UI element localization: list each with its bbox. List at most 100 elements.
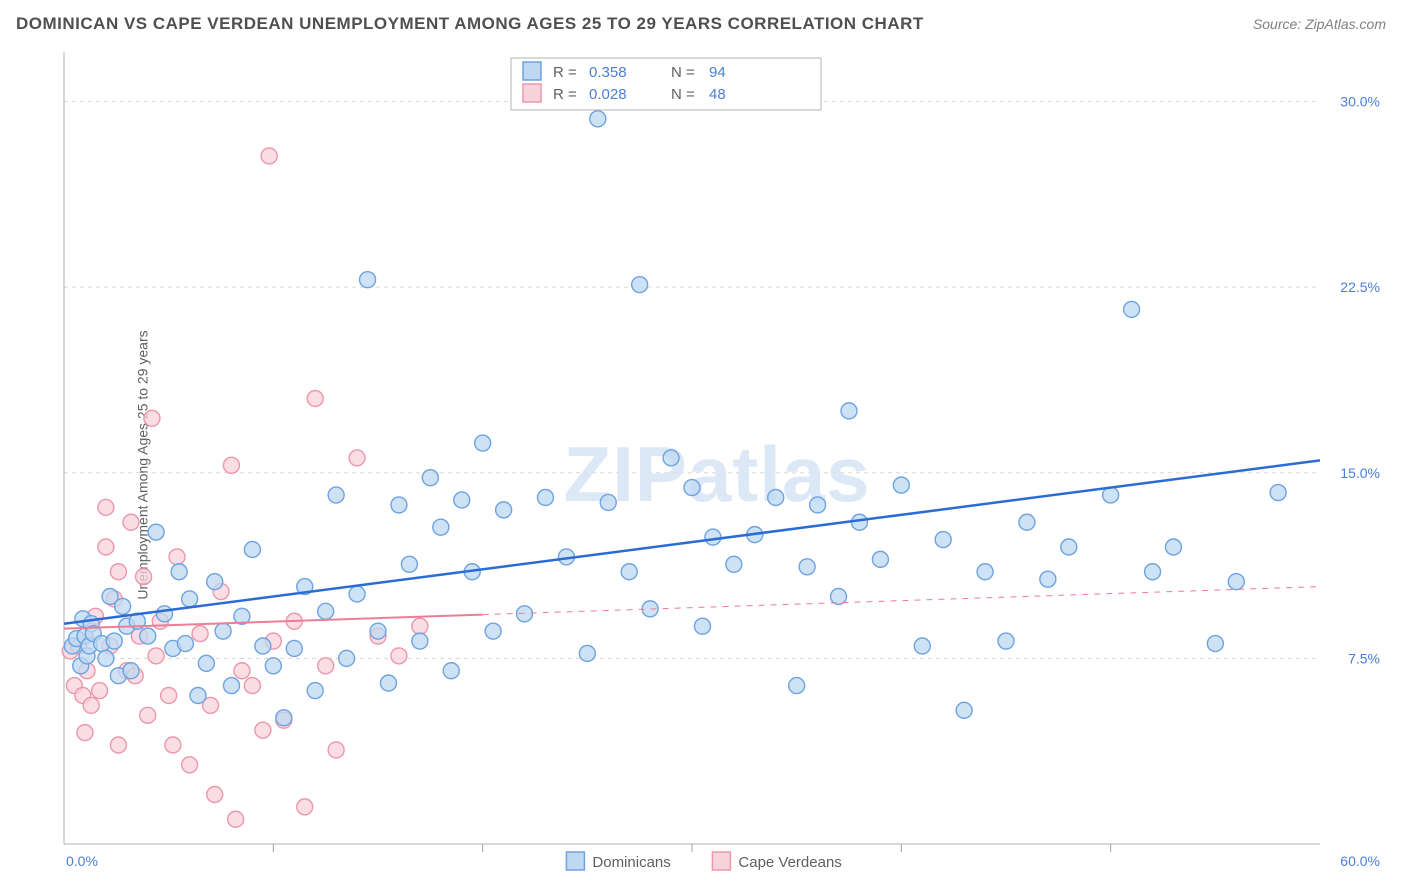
data-point <box>391 648 407 664</box>
data-point <box>998 633 1014 649</box>
data-point <box>255 638 271 654</box>
data-point <box>223 457 239 473</box>
data-point <box>349 450 365 466</box>
data-point <box>328 742 344 758</box>
legend-r-label: R = <box>553 86 577 103</box>
data-point <box>401 556 417 572</box>
data-point <box>192 626 208 642</box>
x-max-label: 60.0% <box>1340 853 1380 869</box>
data-point <box>433 519 449 535</box>
data-point <box>265 658 281 674</box>
data-point <box>694 618 710 634</box>
data-point <box>123 514 139 530</box>
data-point <box>223 678 239 694</box>
data-point <box>156 606 172 622</box>
data-point <box>1165 539 1181 555</box>
chart-area: Unemployment Among Ages 25 to 29 years 7… <box>16 50 1390 880</box>
data-point <box>1124 301 1140 317</box>
data-point <box>182 757 198 773</box>
data-point <box>380 675 396 691</box>
trend-line-capeverdeans-extrapolated <box>483 587 1320 615</box>
data-point <box>140 707 156 723</box>
data-point <box>1019 514 1035 530</box>
data-point <box>123 663 139 679</box>
legend-series-label: Cape Verdeans <box>738 854 841 871</box>
legend-swatch <box>566 852 584 870</box>
legend-swatch <box>523 84 541 102</box>
data-point <box>1270 485 1286 501</box>
data-point <box>136 569 152 585</box>
data-point <box>144 410 160 426</box>
data-point <box>207 787 223 803</box>
legend-r-label: R = <box>553 64 577 81</box>
data-point <box>234 663 250 679</box>
data-point <box>579 645 595 661</box>
data-point <box>307 391 323 407</box>
data-point <box>339 650 355 666</box>
legend-swatch <box>523 62 541 80</box>
data-point <box>810 497 826 513</box>
data-point <box>165 737 181 753</box>
data-point <box>496 502 512 518</box>
data-point <box>799 559 815 575</box>
data-point <box>360 272 376 288</box>
legend-series-label: Dominicans <box>592 854 670 871</box>
legend-swatch <box>712 852 730 870</box>
data-point <box>977 564 993 580</box>
data-point <box>110 737 126 753</box>
data-point <box>182 591 198 607</box>
data-point <box>600 494 616 510</box>
data-point <box>148 524 164 540</box>
data-point <box>286 640 302 656</box>
data-point <box>98 499 114 515</box>
data-point <box>956 702 972 718</box>
data-point <box>621 564 637 580</box>
data-point <box>537 490 553 506</box>
data-point <box>1145 564 1161 580</box>
data-point <box>1207 636 1223 652</box>
data-point <box>98 539 114 555</box>
data-point <box>244 541 260 557</box>
data-point <box>215 623 231 639</box>
data-point <box>422 470 438 486</box>
data-point <box>161 688 177 704</box>
data-point <box>98 650 114 666</box>
data-point <box>893 477 909 493</box>
data-point <box>475 435 491 451</box>
data-point <box>485 623 501 639</box>
legend-n-value: 48 <box>709 86 726 103</box>
data-point <box>789 678 805 694</box>
data-point <box>244 678 260 694</box>
legend-r-value: 0.028 <box>589 86 627 103</box>
data-point <box>370 623 386 639</box>
chart-title: DOMINICAN VS CAPE VERDEAN UNEMPLOYMENT A… <box>16 14 924 34</box>
data-point <box>198 655 214 671</box>
data-point <box>454 492 470 508</box>
legend-n-value: 94 <box>709 64 726 81</box>
data-point <box>207 574 223 590</box>
data-point <box>841 403 857 419</box>
data-point <box>177 636 193 652</box>
data-point <box>261 148 277 164</box>
y-tick-label: 22.5% <box>1340 279 1380 295</box>
data-point <box>307 683 323 699</box>
data-point <box>140 628 156 644</box>
data-point <box>318 658 334 674</box>
data-point <box>705 529 721 545</box>
data-point <box>77 725 93 741</box>
data-point <box>1040 571 1056 587</box>
data-point <box>412 633 428 649</box>
data-point <box>255 722 271 738</box>
data-point <box>92 683 108 699</box>
data-point <box>328 487 344 503</box>
data-point <box>297 799 313 815</box>
data-point <box>106 633 122 649</box>
data-point <box>169 549 185 565</box>
data-point <box>1061 539 1077 555</box>
data-point <box>768 490 784 506</box>
data-point <box>872 551 888 567</box>
data-point <box>726 556 742 572</box>
data-point <box>171 564 187 580</box>
scatter-plot: 7.5%15.0%22.5%30.0%ZIPatlas0.0%60.0%R =0… <box>56 50 1390 880</box>
data-point <box>228 811 244 827</box>
